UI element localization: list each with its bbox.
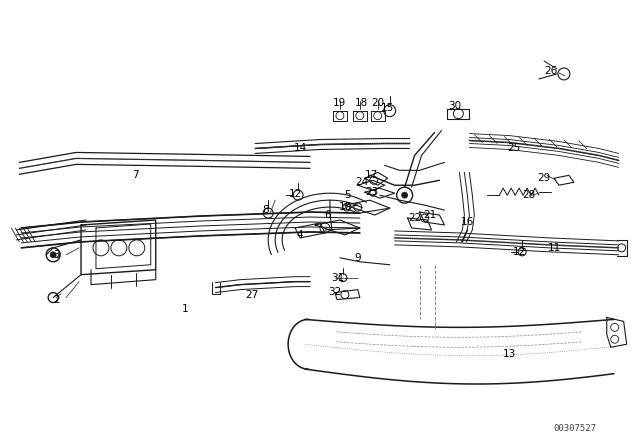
Text: 22: 22 (408, 213, 421, 223)
Text: 29: 29 (538, 173, 550, 183)
Text: 32: 32 (328, 287, 342, 297)
Text: 11: 11 (547, 243, 561, 253)
Text: 8: 8 (262, 205, 269, 215)
Text: 6: 6 (324, 210, 332, 220)
Text: 16: 16 (461, 217, 474, 227)
Text: 20: 20 (371, 98, 384, 108)
Text: 7: 7 (132, 170, 139, 180)
Circle shape (50, 252, 56, 258)
Text: 1: 1 (182, 305, 189, 314)
Text: 4: 4 (297, 230, 303, 240)
Text: 18: 18 (355, 98, 369, 108)
Text: 26: 26 (545, 66, 557, 76)
Text: 19: 19 (333, 98, 346, 108)
Text: 12: 12 (289, 189, 301, 199)
Text: 28: 28 (522, 190, 536, 200)
Text: 23: 23 (365, 187, 378, 197)
Text: 25: 25 (508, 143, 521, 154)
Text: 2: 2 (53, 294, 60, 305)
Text: 10: 10 (339, 202, 351, 212)
Text: 00307527: 00307527 (554, 424, 596, 433)
Text: 30: 30 (448, 101, 461, 111)
Text: 3: 3 (53, 250, 60, 260)
Text: 12: 12 (513, 247, 525, 257)
Text: 9: 9 (355, 253, 361, 263)
Text: 15: 15 (381, 103, 394, 113)
Text: 17: 17 (365, 170, 378, 180)
Text: 14: 14 (294, 143, 307, 154)
Text: 24: 24 (355, 177, 369, 187)
Text: 13: 13 (502, 349, 516, 359)
Text: 27: 27 (246, 289, 259, 300)
Text: 21: 21 (423, 210, 436, 220)
Text: 31: 31 (332, 273, 344, 283)
Text: 5: 5 (344, 190, 351, 200)
Circle shape (402, 192, 408, 198)
